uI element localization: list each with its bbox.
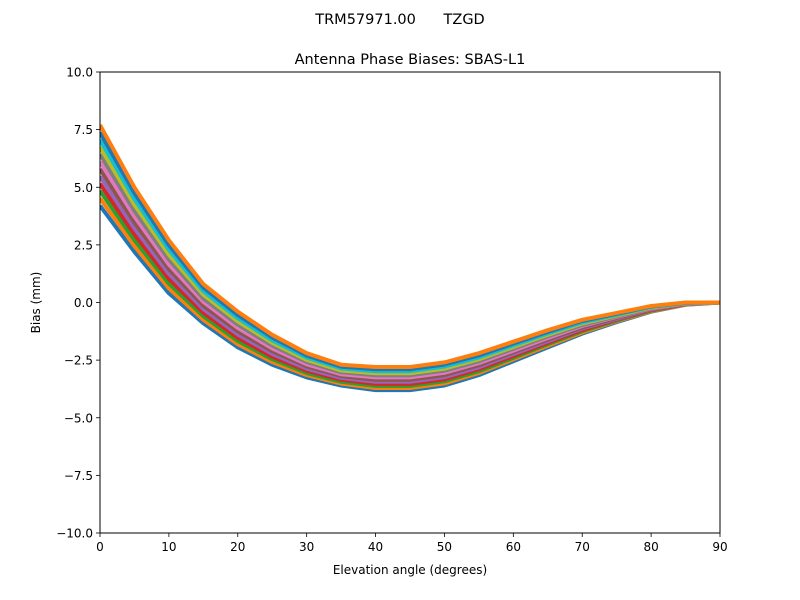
series-line-8	[100, 145, 720, 376]
x-tick-label: 40	[368, 540, 383, 554]
series-line-7	[100, 153, 720, 378]
y-tick-label: −7.5	[64, 469, 93, 483]
x-tick-label: 20	[230, 540, 245, 554]
y-tick-label: −10.0	[56, 527, 93, 541]
y-axis: 10.0 7.5 5.0 2.5 0.0 −2.5 −5.0 −7.5 −10.0	[56, 66, 100, 541]
series-line-11	[100, 124, 720, 369]
chart-title: Antenna Phase Biases: SBAS-L1	[295, 52, 526, 68]
y-tick-label: 5.0	[74, 181, 93, 195]
series-line-10	[100, 131, 720, 372]
y-axis-label: Bias (mm)	[29, 272, 43, 334]
y-tick-label: 7.5	[74, 123, 93, 137]
figure-suptitle: TRM57971.00 TZGD	[314, 12, 484, 28]
x-tick-label: 80	[643, 540, 658, 554]
x-tick-label: 60	[506, 540, 521, 554]
y-tick-label: 2.5	[74, 238, 93, 252]
y-tick-label: −2.5	[64, 354, 93, 368]
x-tick-label: 30	[299, 540, 314, 554]
y-tick-label: −5.0	[64, 411, 93, 425]
series-lines	[100, 124, 720, 393]
y-tick-label: 10.0	[66, 66, 93, 80]
x-tick-label: 90	[712, 540, 727, 554]
y-tick-label: 0.0	[74, 296, 93, 310]
x-axis-label: Elevation angle (degrees)	[333, 563, 487, 577]
x-tick-label: 70	[575, 540, 590, 554]
x-axis: 0 10 20 30 40 50 60 70 80 90	[96, 533, 728, 554]
x-tick-label: 0	[96, 540, 104, 554]
x-tick-label: 50	[437, 540, 452, 554]
x-tick-label: 10	[161, 540, 176, 554]
series-line-9	[100, 138, 720, 374]
